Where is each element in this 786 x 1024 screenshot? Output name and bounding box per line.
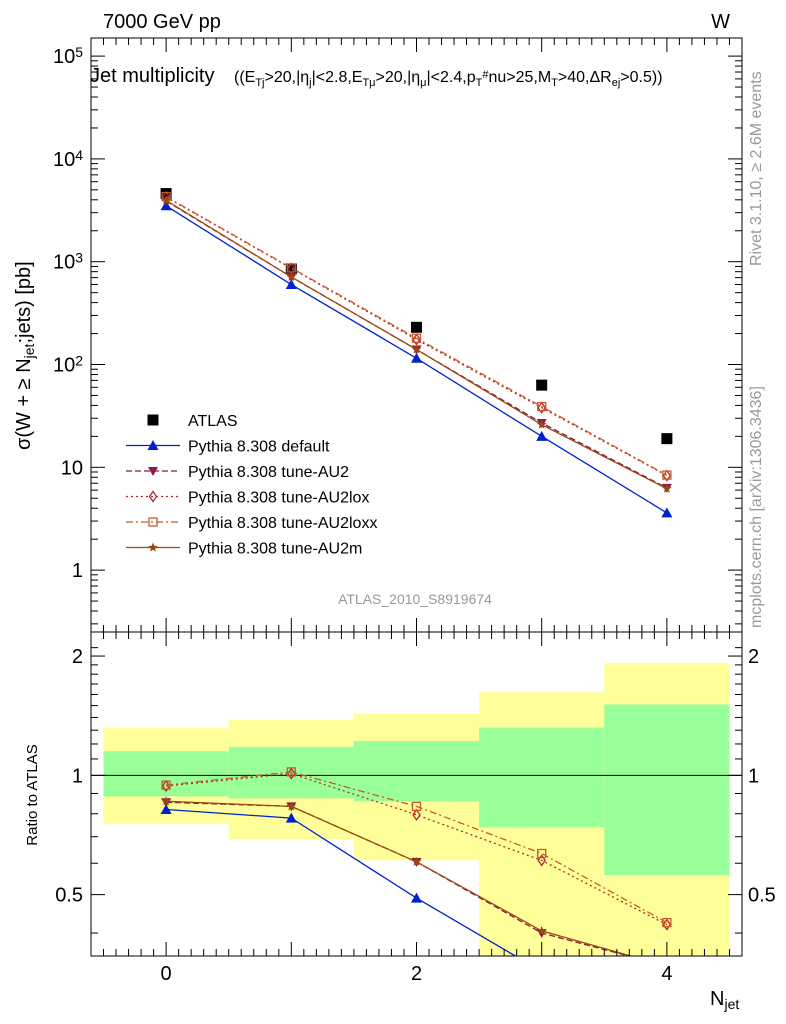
legend-label-2: Pythia 8.308 tune-AU2 [188,464,349,481]
ratio-point-0-3 [536,966,547,976]
main-point-4-1 [286,263,296,273]
main-point-0-4 [661,433,673,445]
ratio-y-axis-label: Ratio to ATLAS [24,744,41,845]
ratio-point-4-3 [536,925,547,935]
main-point-5-4 [662,483,672,493]
main-point-5-3 [536,419,547,429]
ratio-point-3-4 [662,917,672,928]
legend-entry-0: ATLAS [147,413,238,430]
analysis-watermark: ATLAS_2010_S8919674 [338,591,492,607]
legend-marker-2 [148,467,158,476]
header-energy-label: 7000 GeV pp [103,11,221,33]
ratio-point-0-2 [411,892,422,903]
axes-layer: 1 10 102 103 104 105 0 2 4 0.5 0.5 1 1 2 2 [53,38,776,985]
main-series-line-4 [165,196,668,476]
main-point-3-3 [537,401,546,414]
rivet-version-label: Rivet 3.1.10, ≥ 2.6M events [748,71,765,266]
main-y-tick-label: 10 [61,457,83,479]
main-y-axis-label: σ(W + ≥ Njet;jets) [pb] [13,261,37,450]
main-point-4-4 [662,470,672,480]
main-point-1-1 [285,279,297,290]
ratio-y-tick-label-left: 2 [72,646,83,668]
main-point-4-2 [411,333,422,343]
legend-label-1: Pythia 8.308 default [188,439,330,456]
main-point-5-2 [411,344,422,354]
main-y-tick-label: 102 [53,352,83,376]
ratio-y-tick-label-right: 1 [748,765,759,787]
ratio-point-2-4 [662,918,672,931]
ratio-point-3-2 [411,801,422,812]
legend: ATLAS Pythia 8.308 default Pythia 8.308 tu… [126,413,377,558]
main-title: Jet multiplicity ((ETj>20,|ηj|<2.8,ETμ>2… [90,65,663,89]
legend-marker-0 [147,414,159,426]
ratio-series-4 [161,796,634,956]
ratio-point-3-1 [286,767,296,777]
main-title-text: Jet multiplicity [90,65,214,87]
main-y-tick-label: 104 [53,147,83,171]
main-point-0-1 [285,263,297,275]
header-process-label: W [711,11,730,33]
legend-label-3: Pythia 8.308 tune-AU2lox [188,490,369,507]
ratio-y-tick-label-right: 2 [748,646,759,668]
main-title-cuts: ((ETj>20,|ηj|<2.8,ETμ>20,|ημ|<2.4,pT#nu>… [234,69,663,89]
inner-band-bin-4 [604,704,730,876]
ratio-series-line-3 [166,771,668,924]
legend-entry-3: Pythia 8.308 tune-AU2lox [126,490,369,507]
main-y-tick-label: 103 [53,249,83,273]
inner-band-bin-3 [479,727,605,828]
x-tick-label: 2 [411,963,422,985]
svg-text:Jet multiplicity: Jet multiplicity [90,65,214,87]
legend-label-5: Pythia 8.308 tune-AU2m [188,541,362,558]
main-y-tick-label: 1 [72,560,83,582]
ratio-point-4-1 [286,801,297,811]
x-tick-label: 4 [661,963,672,985]
legend-entry-1: Pythia 8.308 default [126,439,330,456]
ratio-y-tick-label-left: 0.5 [55,885,83,907]
ratio-point-4-0 [161,796,171,806]
main-series-3 [161,190,672,482]
ratio-point-0-1 [285,812,297,823]
main-point-1-2 [411,352,422,363]
ratio-point-3-3 [537,848,547,859]
uncertainty-bands [91,663,742,956]
ratio-series-3 [161,767,672,928]
x-tick-label: 0 [161,963,172,985]
main-y-tick-label: 105 [53,44,83,68]
ratio-series-layer [160,767,672,976]
legend-entry-5: Pythia 8.308 tune-AU2m [126,541,362,558]
inner-band-bin-2 [353,741,480,802]
main-point-5-1 [286,272,297,282]
legend-entry-4: Pythia 8.308 tune-AU2loxx [126,515,377,532]
legend-marker-3 [148,490,158,503]
main-point-1-4 [661,507,673,518]
main-point-0-0 [160,188,172,200]
x-axis-label: Njet [710,988,739,1012]
main-series-layer [160,188,673,518]
ratio-y-tick-label-right: 0.5 [748,885,776,907]
main-series-5 [161,195,672,493]
legend-label-4: Pythia 8.308 tune-AU2loxx [188,515,377,532]
ratio-series-0 [160,803,547,976]
legend-entry-2: Pythia 8.308 tune-AU2 [126,464,349,481]
ratio-point-2-2 [412,808,421,821]
main-point-4-3 [537,401,547,412]
mcplots-reference-label: mcplots.cern.ch [arXiv:1306.3436] [748,386,765,628]
legend-label-0: ATLAS [188,413,238,430]
ratio-y-tick-label-left: 1 [72,765,83,787]
main-point-5-0 [161,195,171,205]
main-point-0-2 [411,321,422,333]
legend-marker-4 [148,517,158,527]
ratio-point-4-2 [411,856,422,866]
main-series-4 [161,191,672,480]
legend-marker-1 [147,440,159,450]
main-point-0-3 [536,379,548,391]
main-point-1-3 [536,430,548,441]
ratio-point-2-3 [537,854,546,867]
ratio-point-3-0 [161,780,171,790]
ratio-point-0-0 [160,803,172,814]
legend-marker-5 [148,542,158,552]
main-series-0 [160,188,673,445]
